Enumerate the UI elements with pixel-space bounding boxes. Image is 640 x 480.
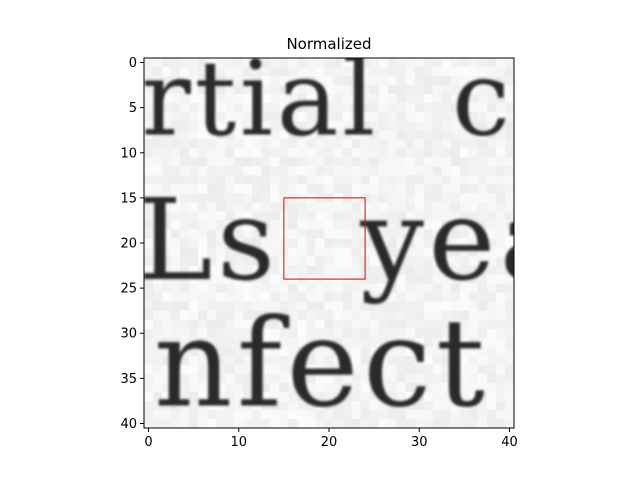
text-row-0: rtial co (141, 40, 580, 160)
text-row-1: Ls yea (138, 174, 572, 306)
y-tick-label: 5 (129, 101, 137, 116)
chart-title: Normalized (286, 35, 371, 53)
x-tick-label: 40 (501, 435, 518, 450)
highlight-box (283, 197, 366, 280)
x-tick-label: 20 (321, 435, 338, 450)
x-tick-label: 10 (230, 435, 247, 450)
x-tick-label: 30 (411, 435, 428, 450)
y-tick-label: 25 (120, 282, 137, 297)
y-tick-label: 30 (120, 327, 137, 342)
y-tick-label: 10 (120, 146, 137, 161)
x-axis: 0 10 20 30 40 (144, 428, 518, 450)
y-tick-label: 40 (120, 417, 137, 432)
y-tick-label: 35 (120, 372, 137, 387)
text-row-2: nfect (154, 292, 489, 434)
x-tick-label: 0 (144, 435, 152, 450)
y-tick-label: 20 (120, 237, 137, 252)
y-tick-label: 0 (129, 56, 137, 71)
y-axis: 0 5 10 15 20 25 30 35 40 (120, 56, 144, 432)
heatmap-pixels (144, 58, 514, 428)
y-tick-label: 15 (120, 191, 137, 206)
